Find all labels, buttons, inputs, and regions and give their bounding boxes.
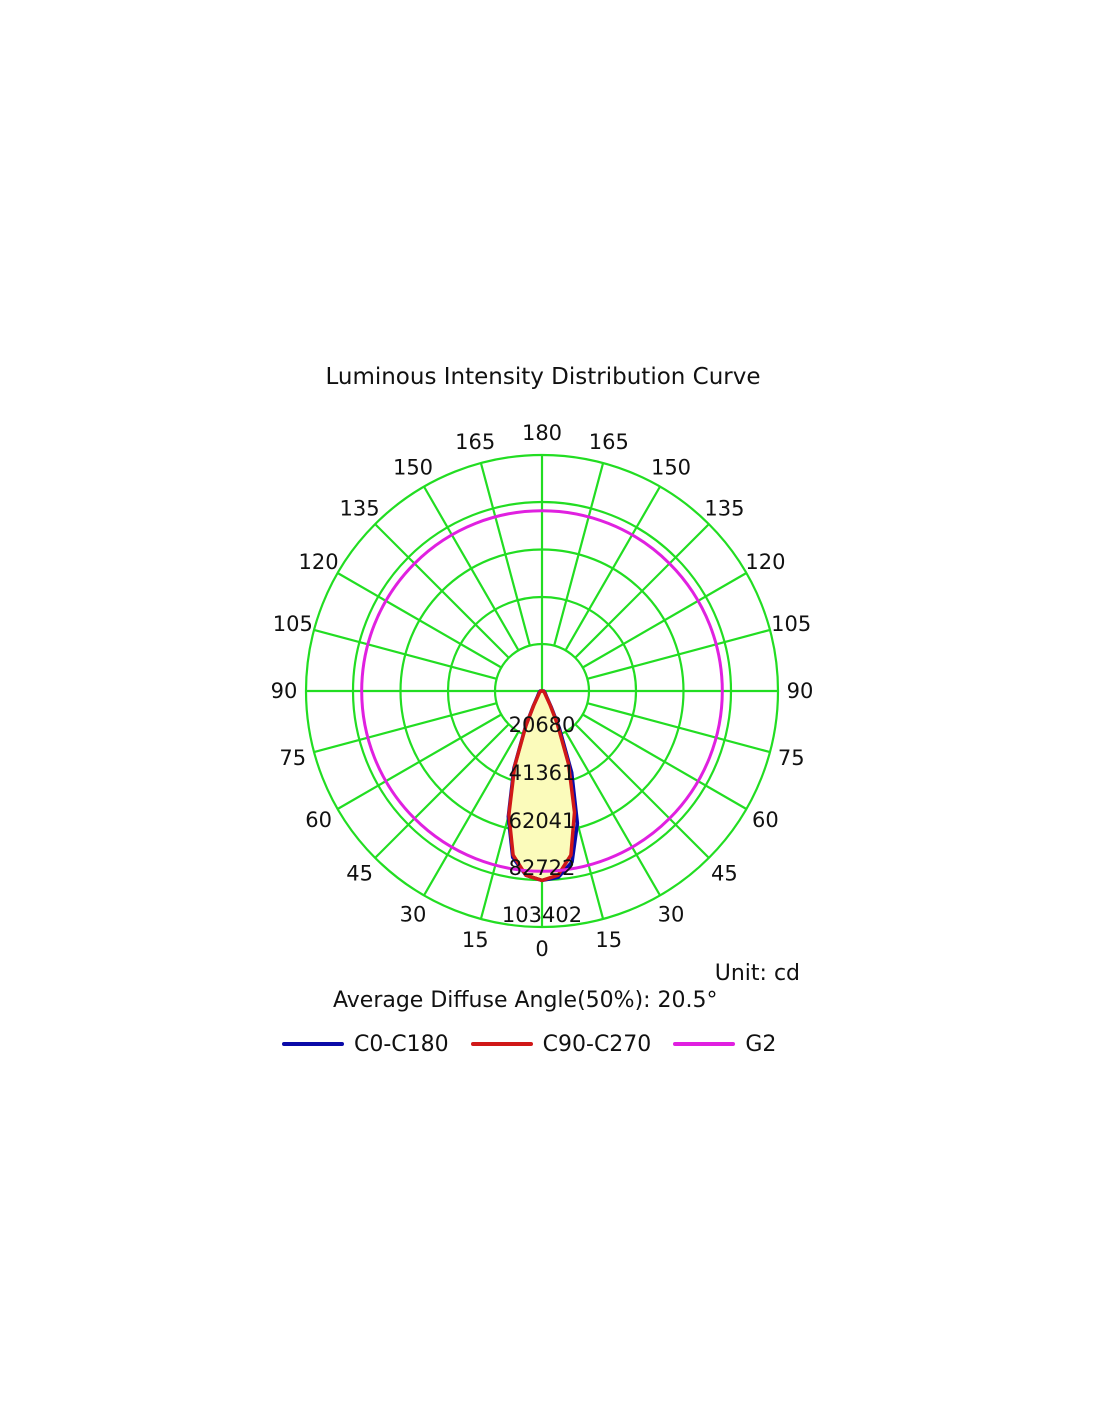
legend-label: C90-C270 — [542, 1031, 652, 1057]
grid-spoke — [479, 462, 531, 646]
grid-spoke — [564, 731, 661, 896]
angle-label-135-left: 135 — [340, 497, 380, 521]
angle-label-60-right: 60 — [752, 808, 779, 832]
angle-label-105-left: 105 — [273, 612, 313, 636]
chart-title: Luminous Intensity Distribution Curve — [325, 364, 761, 390]
grid-spoke — [337, 713, 502, 810]
grid-spoke — [574, 523, 710, 659]
angle-label-180-right: 180 — [522, 421, 562, 445]
grid-spoke — [582, 713, 747, 810]
grid-spoke — [313, 628, 497, 680]
legend-item-c0-c180: C0-C180 — [282, 1032, 449, 1057]
grid-spoke — [423, 486, 520, 651]
grid-spoke — [374, 523, 510, 659]
angle-label-0-right: 0 — [535, 937, 548, 961]
angle-label-135-right: 135 — [704, 497, 744, 521]
grid-spoke — [587, 702, 771, 754]
grid-spoke — [337, 572, 502, 669]
angle-label-165-right: 165 — [589, 430, 629, 454]
polar-grid — [304, 453, 780, 929]
label-layer: 0 15 15 30 30 45 45 60 60 75 75 90 90 105 105 120 120 135… — [271, 421, 814, 961]
legend-item-c90-c270: C90-C270 — [470, 1031, 652, 1057]
angle-label-90-right: 90 — [787, 679, 814, 703]
angle-label-15-right: 15 — [595, 928, 622, 952]
angle-label-120-right: 120 — [745, 550, 785, 574]
grid-spoke — [553, 462, 605, 646]
angle-label-45-right: 45 — [711, 861, 738, 885]
angle-label-150-right: 150 — [651, 456, 691, 480]
grid-spoke — [564, 486, 661, 651]
grid-spoke — [313, 702, 497, 754]
angle-label-45-left: 45 — [346, 861, 373, 885]
legend-label: C0-C180 — [354, 1031, 449, 1057]
angle-label-75-right: 75 — [778, 746, 805, 770]
legend-label: G2 — [745, 1031, 777, 1057]
series-g2-curve — [360, 509, 724, 873]
unit-label: Unit: cd — [714, 961, 800, 986]
angle-label-15-left: 15 — [462, 928, 489, 952]
angle-label-75-left: 75 — [279, 746, 306, 770]
grid-spoke — [423, 731, 520, 896]
angle-label-105-right: 105 — [771, 612, 811, 636]
legend-swatch — [470, 1042, 533, 1046]
grid-spoke — [574, 723, 710, 859]
angle-label-60-left: 60 — [305, 808, 332, 832]
ring-value-label: 103402 — [502, 903, 582, 927]
grid-spoke — [582, 572, 747, 669]
legend: C0-C180 C90-C270 G2 — [282, 1028, 798, 1060]
grid-spoke — [587, 628, 771, 680]
ring-value-label: 82722 — [509, 856, 576, 880]
grid-spoke — [374, 723, 510, 859]
angle-label-120-left: 120 — [299, 550, 339, 574]
series-layer — [360, 509, 724, 883]
ring-value-label: 41361 — [509, 761, 576, 785]
angle-label-165-left: 165 — [455, 430, 495, 454]
angle-label-150-left: 150 — [393, 456, 433, 480]
angle-label-30-right: 30 — [658, 902, 685, 926]
legend-swatch — [673, 1042, 736, 1046]
ring-value-label: 20680 — [509, 713, 576, 737]
legend-swatch — [282, 1042, 344, 1046]
series-c90-c270-curve — [507, 689, 577, 883]
legend-item-g2: G2 — [673, 1032, 776, 1057]
average-diffuse-angle-label: Average Diffuse Angle(50%): 20.5° — [333, 988, 718, 1013]
ring-value-label: 62041 — [509, 809, 576, 833]
angle-label-90-left: 90 — [271, 679, 298, 703]
angle-label-30-left: 30 — [400, 902, 427, 926]
